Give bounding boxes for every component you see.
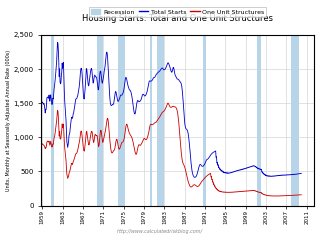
Bar bbox=[118, 35, 124, 206]
Bar bbox=[51, 35, 54, 206]
Bar bbox=[157, 35, 164, 206]
Title: Housing Starts: Total and One Unit Structures: Housing Starts: Total and One Unit Struc… bbox=[82, 14, 273, 23]
Bar bbox=[203, 35, 206, 206]
Legend: Recession, Total Starts, One Unit Structures: Recession, Total Starts, One Unit Struct… bbox=[89, 7, 267, 17]
Y-axis label: Units, Monthly at Seasonally Adjusted Annual Rate (000s): Units, Monthly at Seasonally Adjusted An… bbox=[5, 50, 11, 191]
Bar bbox=[97, 35, 103, 206]
Bar bbox=[257, 35, 260, 206]
Text: http://www.calculatedriskblog.com/: http://www.calculatedriskblog.com/ bbox=[117, 229, 203, 234]
Bar bbox=[291, 35, 299, 206]
Bar bbox=[150, 35, 153, 206]
